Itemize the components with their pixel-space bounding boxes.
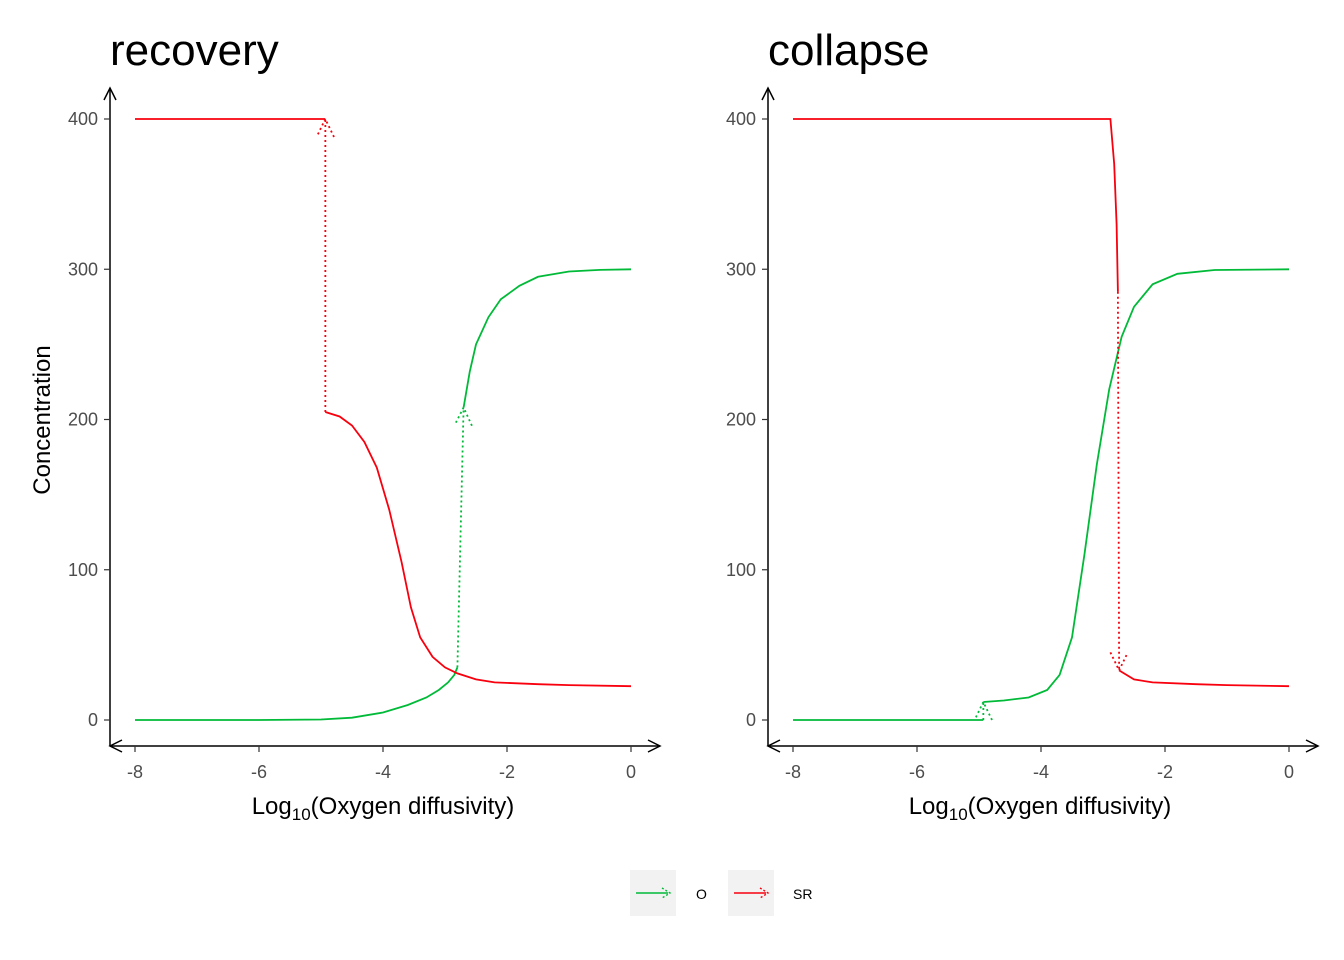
jump-arrowhead-icon <box>1109 652 1129 673</box>
x-tick-label: 0 <box>1284 762 1294 782</box>
legend: O SR <box>630 870 812 916</box>
legend-label-o: O <box>696 886 707 902</box>
panel-title: recovery <box>110 26 279 75</box>
x-tick-label: 0 <box>626 762 636 782</box>
series-o <box>793 268 1290 721</box>
x-tick-label: -4 <box>375 762 391 782</box>
panel-collapse: collapse Log10(Oxygen diffusivity) -8 -6 -… <box>726 26 1320 824</box>
series-line <box>1118 669 1290 688</box>
y-tick-label: 200 <box>68 410 98 430</box>
y-tick-label: 300 <box>726 259 756 279</box>
series-line <box>325 411 632 688</box>
y-tick-label: 400 <box>68 109 98 129</box>
legend-key-arrow-icon <box>661 887 672 899</box>
y-tick-label: 100 <box>68 560 98 580</box>
y-tick-label: 0 <box>746 710 756 730</box>
legend-item-sr: SR <box>728 870 812 916</box>
series-line <box>983 268 1290 703</box>
jump-arrow-line <box>456 407 465 668</box>
jump-arrowhead-icon <box>973 699 993 721</box>
x-tick-label: -8 <box>127 762 143 782</box>
x-axis-arrow-left-icon <box>766 739 781 753</box>
x-tick-label: -6 <box>251 762 267 782</box>
series-line <box>462 268 632 408</box>
y-tick-label: 200 <box>726 410 756 430</box>
x-axis-arrow-right-icon <box>647 739 662 753</box>
series-sr <box>135 116 632 688</box>
y-tick-label: 0 <box>88 710 98 730</box>
legend-item-o: O <box>630 870 707 916</box>
y-axis-title: Concentration <box>29 345 56 494</box>
x-axis-title: Log10(Oxygen diffusivity) <box>909 793 1172 824</box>
series-line <box>793 118 1119 292</box>
x-tick-label: -6 <box>909 762 925 782</box>
jump-arrowhead-icon <box>315 116 335 138</box>
x-tick-label: -4 <box>1033 762 1049 782</box>
x-tick-label: -2 <box>499 762 515 782</box>
y-axis-arrow-icon <box>761 86 775 101</box>
x-tick-label: -8 <box>785 762 801 782</box>
panel-recovery: recovery Log10(Oxygen diffusivity) Conce… <box>29 26 662 824</box>
y-tick-label: 400 <box>726 109 756 129</box>
x-axis-title: Log10(Oxygen diffusivity) <box>252 793 515 824</box>
legend-label-sr: SR <box>793 886 812 902</box>
y-axis-arrow-icon <box>103 86 117 101</box>
x-tick-label: -2 <box>1157 762 1173 782</box>
series-o <box>135 268 632 721</box>
jump-arrow-line <box>1116 291 1121 671</box>
panel-title: collapse <box>768 26 929 75</box>
legend-key-arrow-icon <box>759 887 770 899</box>
series-line <box>135 667 459 721</box>
x-axis-arrow-left-icon <box>108 739 123 753</box>
y-tick-label: 100 <box>726 560 756 580</box>
series-sr <box>793 118 1290 688</box>
x-axis-arrow-right-icon <box>1305 739 1320 753</box>
y-tick-label: 300 <box>68 259 98 279</box>
